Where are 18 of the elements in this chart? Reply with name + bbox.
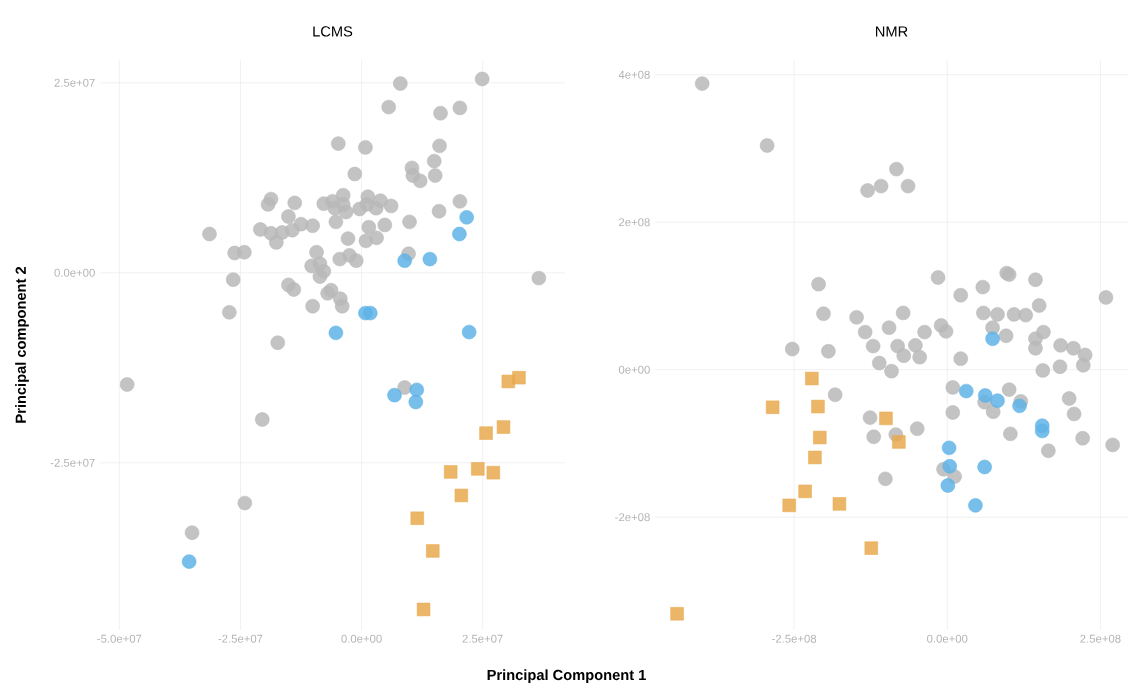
x-tick-label: -5.0e+07	[97, 634, 142, 643]
chart-title: LCMS	[313, 26, 353, 37]
x-tick-label: -2.5e+07	[218, 634, 263, 643]
y-tick-label: 2e+08	[619, 218, 650, 227]
y-tick-label: 0e+00	[618, 365, 650, 374]
y-tick-label: 0.0e+00	[54, 268, 95, 277]
y-tick-label: 2.5e+07	[54, 78, 95, 87]
x-tick-label: -2.5e+08	[772, 634, 817, 643]
x-tick-label: 2.5e+07	[462, 634, 503, 643]
y-tick-label: -2e+08	[615, 513, 650, 522]
x-tick-label: 0.0e+00	[341, 634, 382, 643]
x-tick-label: 2.5e+08	[1080, 634, 1121, 643]
y-tick-label: 4e+08	[618, 70, 650, 79]
chart-title: NMR	[876, 26, 908, 37]
x-axis-title: Principal Component 1	[487, 669, 646, 684]
y-tick-label: -2.5e+07	[50, 458, 95, 467]
x-tick-label: 0.0e+00	[927, 634, 968, 643]
y-axis-title: Principal component 2	[15, 266, 29, 423]
